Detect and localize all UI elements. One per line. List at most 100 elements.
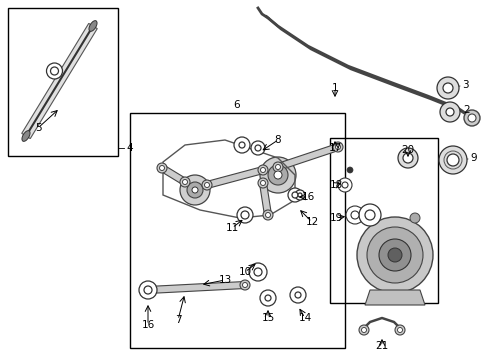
Circle shape	[294, 292, 301, 298]
Text: 20: 20	[401, 145, 414, 155]
Circle shape	[234, 137, 249, 153]
Circle shape	[46, 63, 62, 79]
Ellipse shape	[22, 131, 30, 141]
Circle shape	[467, 114, 475, 122]
Circle shape	[402, 153, 412, 163]
Text: 12: 12	[305, 217, 318, 227]
Text: 8: 8	[274, 135, 281, 145]
Circle shape	[159, 166, 164, 171]
Circle shape	[260, 157, 295, 193]
Circle shape	[241, 211, 248, 219]
Text: 15: 15	[261, 313, 274, 323]
Circle shape	[50, 67, 59, 75]
Text: 3: 3	[461, 80, 468, 90]
Circle shape	[267, 165, 287, 185]
Circle shape	[275, 165, 280, 170]
Circle shape	[253, 268, 262, 276]
Bar	[329, 138, 437, 303]
Circle shape	[260, 180, 265, 185]
Circle shape	[358, 325, 368, 335]
Circle shape	[394, 325, 404, 335]
Polygon shape	[364, 290, 424, 305]
Circle shape	[366, 227, 422, 283]
Circle shape	[237, 207, 252, 223]
Circle shape	[250, 141, 264, 155]
Text: 10: 10	[238, 267, 251, 277]
Circle shape	[157, 163, 167, 173]
Circle shape	[143, 286, 152, 294]
Circle shape	[397, 328, 402, 333]
Circle shape	[242, 283, 247, 288]
Circle shape	[346, 167, 352, 173]
Circle shape	[204, 183, 209, 188]
Circle shape	[332, 142, 342, 152]
Text: 1: 1	[331, 83, 338, 93]
Text: 4: 4	[126, 143, 132, 153]
Circle shape	[378, 239, 410, 271]
Circle shape	[446, 154, 458, 166]
Circle shape	[358, 204, 380, 226]
Circle shape	[387, 248, 401, 262]
Circle shape	[145, 288, 150, 292]
Circle shape	[258, 178, 267, 188]
Text: 18: 18	[329, 180, 342, 190]
Text: 2: 2	[462, 105, 468, 115]
Circle shape	[369, 213, 379, 223]
Circle shape	[180, 175, 209, 205]
Circle shape	[291, 192, 297, 198]
Bar	[8, 8, 118, 156]
Circle shape	[409, 213, 419, 223]
Polygon shape	[21, 23, 97, 139]
Text: 16: 16	[141, 320, 154, 330]
Polygon shape	[205, 167, 264, 188]
Text: 19: 19	[329, 213, 342, 223]
Polygon shape	[147, 282, 244, 293]
Text: 14: 14	[298, 313, 311, 323]
Circle shape	[294, 190, 305, 200]
Text: 11: 11	[225, 223, 238, 233]
Text: 21: 21	[375, 341, 388, 351]
Circle shape	[254, 145, 261, 151]
Circle shape	[273, 171, 282, 179]
Circle shape	[287, 188, 302, 202]
Circle shape	[439, 102, 459, 122]
Circle shape	[186, 182, 203, 198]
Circle shape	[335, 144, 340, 149]
Text: 5: 5	[35, 123, 41, 133]
Circle shape	[263, 210, 272, 220]
Circle shape	[260, 167, 265, 172]
Circle shape	[356, 217, 432, 293]
Circle shape	[350, 211, 358, 219]
Circle shape	[239, 142, 244, 148]
Circle shape	[142, 285, 153, 295]
Circle shape	[139, 281, 157, 299]
Circle shape	[265, 212, 270, 217]
Circle shape	[248, 263, 266, 281]
Circle shape	[272, 162, 283, 172]
Text: 6: 6	[233, 100, 240, 110]
Circle shape	[182, 180, 187, 184]
Circle shape	[445, 108, 453, 116]
Text: 17: 17	[328, 143, 341, 153]
Circle shape	[258, 165, 267, 175]
Bar	[130, 113, 345, 348]
Circle shape	[341, 182, 347, 188]
Circle shape	[364, 210, 374, 220]
Circle shape	[289, 287, 305, 303]
Circle shape	[436, 77, 458, 99]
Text: 7: 7	[174, 315, 181, 325]
Circle shape	[260, 290, 275, 306]
Circle shape	[442, 83, 452, 93]
Text: 16: 16	[301, 192, 314, 202]
Ellipse shape	[89, 21, 97, 31]
Circle shape	[240, 280, 249, 290]
Circle shape	[438, 146, 466, 174]
Circle shape	[192, 187, 198, 193]
Circle shape	[361, 328, 366, 333]
Circle shape	[346, 206, 363, 224]
Circle shape	[463, 110, 479, 126]
Circle shape	[397, 148, 417, 168]
Circle shape	[297, 193, 302, 197]
Polygon shape	[276, 144, 338, 170]
Text: 9: 9	[469, 153, 476, 163]
